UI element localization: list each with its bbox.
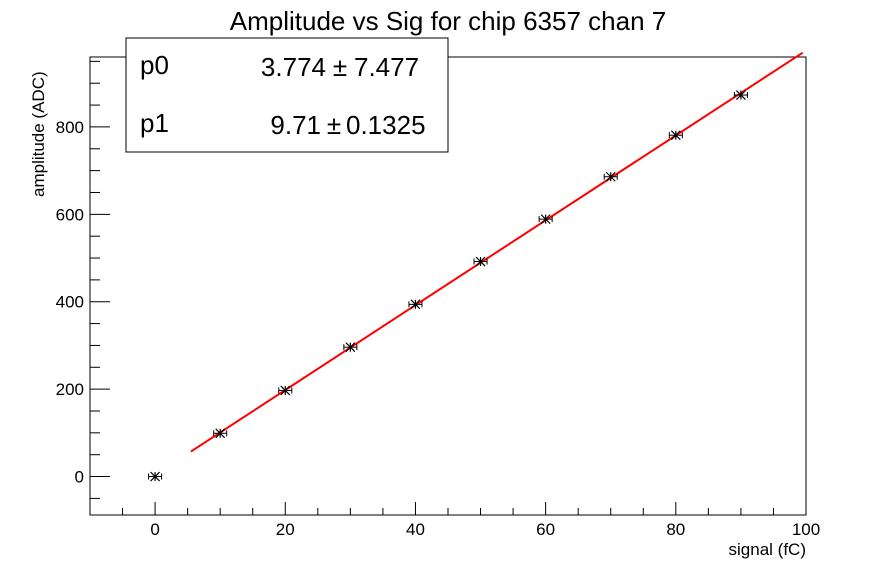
fit-line [190, 51, 804, 453]
data-point [603, 171, 618, 182]
data-point [408, 299, 423, 310]
param-p1-pm: ± [327, 110, 341, 140]
x-tick-label: 100 [792, 520, 820, 539]
x-tick-label: 80 [666, 520, 685, 539]
fit-parameters-box: p0 3.774 ± 7.477 p1 9.71 ± 0.1325 [125, 37, 449, 153]
x-axis-label: signal (fC) [729, 540, 806, 559]
data-point [278, 385, 293, 396]
data-point [213, 428, 228, 439]
param-p0-value: 3.774 [261, 52, 326, 82]
data-point [343, 342, 358, 353]
x-tick-label: 0 [150, 520, 159, 539]
fit-layer [190, 51, 804, 453]
x-tick-label: 20 [276, 520, 295, 539]
param-p0-pm: ± [333, 52, 347, 82]
data-point [148, 471, 163, 482]
chart-title: Amplitude vs Sig for chip 6357 chan 7 [230, 6, 666, 36]
data-point [473, 256, 488, 267]
y-axis-label: amplitude (ADC) [29, 71, 48, 197]
param-p0-name: p0 [140, 50, 169, 80]
fit-parameters-frame [125, 37, 449, 153]
param-p1-value: 9.71 [270, 110, 321, 140]
y-tick-label: 400 [56, 293, 84, 312]
tick-labels: 0 20 40 60 80 100 0 200 400 600 800 [56, 118, 821, 539]
axis-ticks [89, 60, 807, 515]
param-p0-error: 7.477 [354, 52, 419, 82]
data-point [668, 130, 683, 141]
x-tick-label: 60 [536, 520, 555, 539]
y-tick-label: 600 [56, 205, 84, 224]
data-point [733, 90, 748, 100]
points-layer [148, 90, 748, 482]
y-tick-label: 200 [56, 380, 84, 399]
param-p1-error: 0.1325 [346, 110, 426, 140]
y-tick-label: 800 [56, 118, 84, 137]
y-tick-label: 0 [75, 468, 84, 487]
param-p1-name: p1 [140, 108, 169, 138]
data-point [538, 214, 553, 225]
x-tick-label: 40 [406, 520, 425, 539]
